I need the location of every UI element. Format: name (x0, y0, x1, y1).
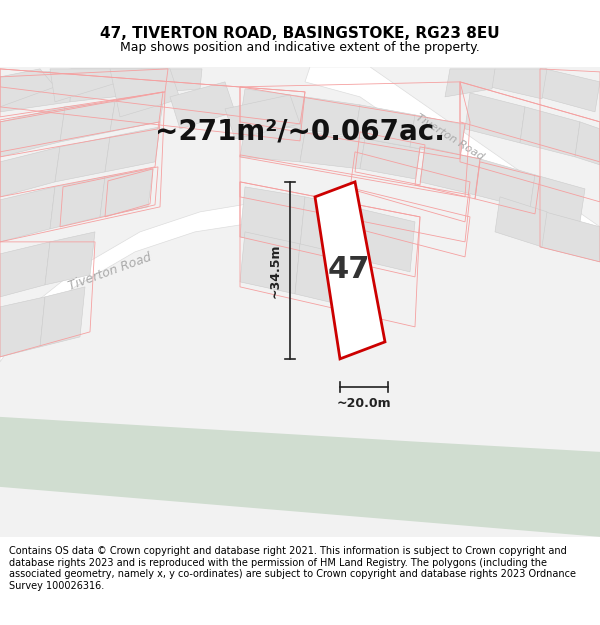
Polygon shape (110, 92, 165, 132)
Polygon shape (495, 197, 547, 247)
Polygon shape (0, 187, 55, 242)
Polygon shape (225, 95, 300, 139)
Polygon shape (300, 197, 360, 259)
Polygon shape (0, 202, 330, 362)
Polygon shape (465, 93, 525, 143)
Text: ~34.5m: ~34.5m (269, 243, 282, 298)
Polygon shape (360, 139, 420, 179)
Polygon shape (410, 115, 465, 157)
Polygon shape (300, 97, 360, 137)
Polygon shape (540, 69, 600, 112)
Polygon shape (170, 82, 235, 129)
Polygon shape (520, 107, 580, 157)
Polygon shape (240, 127, 305, 162)
Polygon shape (50, 177, 105, 229)
Polygon shape (40, 287, 85, 347)
Text: Tiverton Road: Tiverton Road (414, 112, 486, 162)
Polygon shape (575, 122, 600, 165)
Text: 47, TIVERTON ROAD, BASINGSTOKE, RG23 8EU: 47, TIVERTON ROAD, BASINGSTOKE, RG23 8EU (100, 26, 500, 41)
Polygon shape (100, 169, 153, 217)
Text: 47: 47 (328, 256, 370, 284)
Polygon shape (420, 147, 480, 195)
Polygon shape (355, 105, 415, 147)
Polygon shape (50, 69, 120, 102)
Polygon shape (60, 102, 115, 142)
Polygon shape (530, 175, 585, 222)
Polygon shape (0, 297, 45, 357)
Polygon shape (0, 242, 50, 297)
Text: Map shows position and indicative extent of the property.: Map shows position and indicative extent… (120, 41, 480, 54)
Polygon shape (105, 127, 160, 172)
Polygon shape (110, 69, 180, 117)
Polygon shape (0, 147, 60, 197)
Polygon shape (305, 67, 600, 262)
Polygon shape (140, 69, 202, 94)
Polygon shape (0, 417, 600, 537)
Polygon shape (0, 69, 72, 112)
Text: ~20.0m: ~20.0m (337, 397, 391, 410)
Polygon shape (0, 69, 55, 107)
Polygon shape (55, 137, 110, 182)
Polygon shape (240, 89, 305, 129)
Polygon shape (0, 107, 65, 157)
Text: ~271m²/~0.067ac.: ~271m²/~0.067ac. (155, 118, 445, 146)
Polygon shape (315, 182, 385, 359)
Polygon shape (295, 244, 355, 307)
Polygon shape (355, 209, 415, 272)
Polygon shape (240, 187, 305, 247)
Polygon shape (45, 232, 95, 285)
Polygon shape (475, 159, 535, 209)
Polygon shape (240, 232, 300, 294)
Polygon shape (540, 212, 600, 262)
Text: Tiverton Road: Tiverton Road (67, 251, 154, 293)
Polygon shape (445, 69, 495, 97)
Polygon shape (70, 69, 142, 102)
Polygon shape (490, 69, 547, 99)
Polygon shape (300, 132, 365, 169)
Text: Contains OS data © Crown copyright and database right 2021. This information is : Contains OS data © Crown copyright and d… (9, 546, 576, 591)
